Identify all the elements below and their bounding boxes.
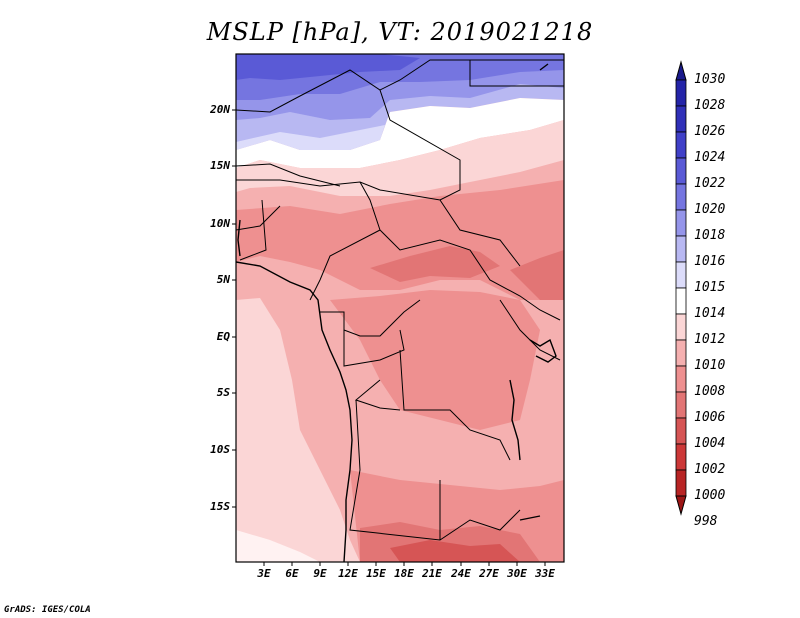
contour-1012-west (236, 298, 360, 562)
colorbar-label: 1002 (694, 462, 726, 477)
lat-label-20n: 20N (210, 103, 230, 116)
lon-label-27e: 27E (479, 567, 499, 580)
colorbar-swatch (675, 209, 687, 237)
colorbar-label: 1004 (694, 436, 726, 451)
colorbar-swatch (675, 391, 687, 419)
lon-label-30e: 30E (507, 567, 527, 580)
colorbar-swatch (675, 313, 687, 341)
colorbar-swatch (675, 183, 687, 211)
contour-1006-east (510, 250, 564, 300)
colorbar-label: 1028 (694, 98, 726, 113)
colorbar-top-arrow (675, 60, 687, 81)
colorbar-swatch (675, 235, 687, 263)
lon-label-15e: 15E (366, 567, 386, 580)
colorbar-swatch (675, 79, 687, 107)
colorbar-label: 1010 (694, 358, 726, 373)
colorbar-bottom-arrow (675, 495, 687, 516)
colorbar-label: 1012 (694, 332, 726, 347)
lat-label-15s: 15S (210, 500, 230, 513)
map-frame (235, 53, 565, 563)
colorbar-label: 1018 (694, 228, 726, 243)
contour-1004-kalahari (390, 540, 520, 562)
colorbar-swatch (675, 469, 687, 497)
colorbar-label: 1016 (694, 254, 726, 269)
colorbar-swatch (675, 131, 687, 159)
colorbar-label: 1000 (694, 488, 726, 503)
colorbar-label: 1015 (694, 280, 726, 295)
lon-label-21e: 21E (422, 567, 442, 580)
pressure-field (236, 54, 564, 562)
colorbar-swatch (675, 417, 687, 445)
lat-label-eq: EQ (216, 330, 230, 343)
colorbar-swatch (675, 157, 687, 185)
colorbar-swatch (675, 443, 687, 471)
contour-1015 (236, 125, 385, 150)
lon-label-3e: 3E (257, 567, 271, 580)
contour-1008-congo (330, 290, 540, 430)
colorbar-label: 1030 (694, 72, 726, 87)
colorbar-swatch (675, 365, 687, 393)
contour-1012-north (236, 120, 564, 196)
contour-1022 (236, 54, 420, 80)
lon-label-18e: 18E (394, 567, 414, 580)
colorbar-label: 1026 (694, 124, 726, 139)
colorbar-label: 1020 (694, 202, 726, 217)
colorbar-swatch (675, 105, 687, 133)
lat-label-15n: 15N (210, 159, 230, 172)
lat-label-5n: 5N (216, 273, 230, 286)
colorbar (675, 60, 687, 516)
contour-1014-sw (236, 530, 320, 562)
credit-text: GrADS: IGES/COLA (4, 605, 91, 615)
lat-label-5s: 5S (216, 386, 230, 399)
lon-label-12e: 12E (338, 567, 358, 580)
chart-title: MSLP [hPa], VT: 2019021218 (206, 18, 594, 46)
colorbar-label: 1014 (694, 306, 726, 321)
lon-label-24e: 24E (451, 567, 471, 580)
lon-label-6e: 6E (285, 567, 299, 580)
contour-1014 (236, 98, 564, 168)
colorbar-label: 1024 (694, 150, 726, 165)
colorbar-label: 1006 (694, 410, 726, 425)
coastlines (236, 63, 557, 562)
colorbar-label: 1022 (694, 176, 726, 191)
lon-label-33e: 33E (535, 567, 555, 580)
colorbar-swatch (675, 287, 687, 315)
colorbar-label: 1008 (694, 384, 726, 399)
lat-label-10s: 10S (210, 443, 230, 456)
colorbar-swatch (675, 339, 687, 367)
colorbar-label: 998 (694, 514, 718, 529)
axis-ticks (232, 109, 546, 566)
lat-label-10n: 10N (210, 217, 230, 230)
colorbar-swatch (675, 261, 687, 289)
lon-label-9e: 9E (313, 567, 327, 580)
contour-1006-sahel (370, 246, 500, 282)
